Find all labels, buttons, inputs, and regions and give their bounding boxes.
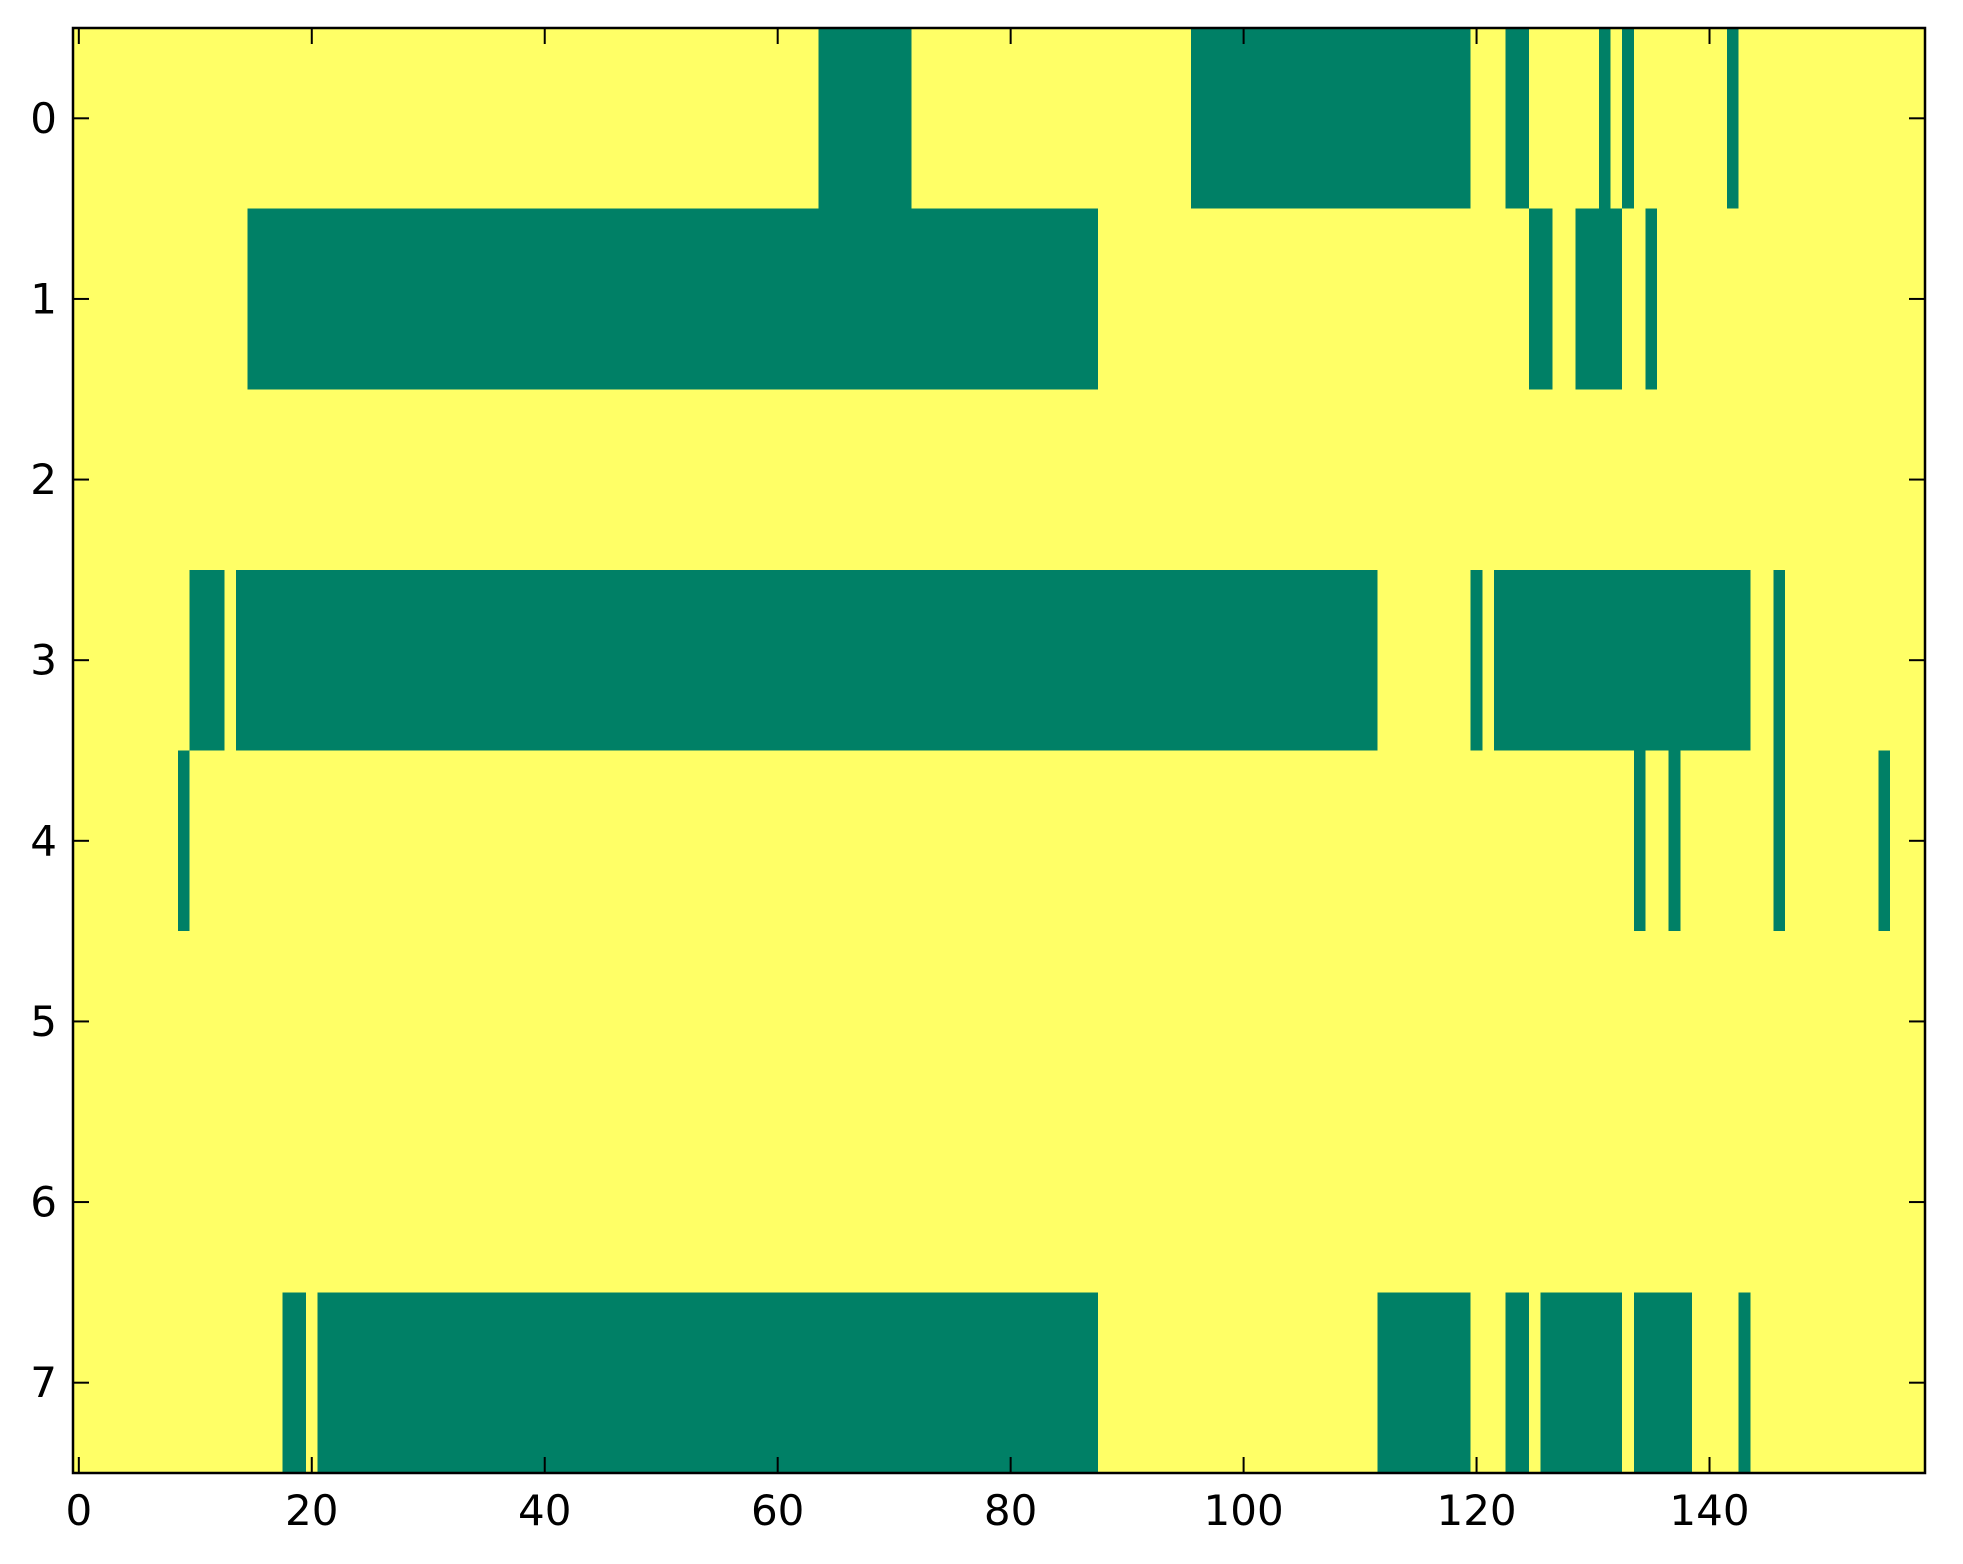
y-tick-label: 0 — [30, 94, 57, 143]
heatmap-cell-run — [1633, 750, 1646, 932]
plot-frame — [71, 26, 1927, 1475]
x-tick-label: 100 — [1204, 1486, 1284, 1535]
heatmap-cell-run — [317, 1292, 1099, 1473]
heatmap-cell-run — [818, 28, 912, 209]
heatmap-cell-run — [1191, 28, 1471, 209]
y-tick-label: 1 — [30, 274, 57, 323]
heatmap-cell-run — [1494, 569, 1751, 751]
heatmap-cell-run — [1540, 1292, 1623, 1473]
heatmap-cell-run — [1505, 1292, 1529, 1473]
x-tick-label: 40 — [518, 1486, 571, 1535]
x-tick-label: 120 — [1436, 1486, 1516, 1535]
heatmap-cell-run — [1668, 750, 1681, 932]
heatmap-cell-run — [247, 208, 1099, 390]
y-tick-labels: 0 1 2 3 4 5 6 7 — [30, 94, 57, 1407]
heatmap-cell-run — [1773, 569, 1786, 751]
y-tick-label: 4 — [30, 816, 57, 865]
axis-ticks — [73, 28, 1925, 1473]
heatmap-cell-run — [1633, 1292, 1693, 1473]
heatmap-cell-run — [1726, 28, 1739, 209]
heatmap-cell-run — [1575, 208, 1623, 390]
heatmap-cell-run — [1738, 1292, 1751, 1473]
heatmap-cell-run — [236, 569, 1378, 751]
y-tick-label: 2 — [30, 455, 57, 504]
heatmap-cell-run — [189, 569, 225, 751]
x-tick-label: 140 — [1669, 1486, 1749, 1535]
heatmap-cell-run — [1470, 569, 1483, 751]
y-tick-label: 5 — [30, 997, 57, 1046]
y-tick-label: 7 — [30, 1358, 57, 1407]
heatmap-cells — [177, 28, 1891, 1473]
x-tick-labels: 0 20 40 60 80 100 120 140 — [65, 1486, 1749, 1535]
heatmap-cell-run — [1505, 28, 1529, 209]
heatmap-cell-run — [1878, 750, 1891, 932]
heatmap-cell-run — [1645, 208, 1658, 390]
heatmap-cell-run — [1598, 28, 1611, 209]
heatmap-cell-run — [1528, 208, 1553, 390]
x-tick-label: 60 — [751, 1486, 804, 1535]
heatmap-cell-run — [1377, 1292, 1471, 1473]
y-tick-label: 3 — [30, 636, 57, 685]
x-tick-label: 0 — [65, 1486, 92, 1535]
heatmap-cell-run — [177, 750, 190, 932]
heatmap-cell-run — [1622, 28, 1634, 209]
heatmap-cell-run — [282, 1292, 306, 1473]
x-tick-label: 20 — [285, 1486, 338, 1535]
heatmap-cell-run — [1773, 750, 1786, 932]
x-tick-label: 80 — [984, 1486, 1037, 1535]
y-tick-label: 6 — [30, 1178, 57, 1227]
